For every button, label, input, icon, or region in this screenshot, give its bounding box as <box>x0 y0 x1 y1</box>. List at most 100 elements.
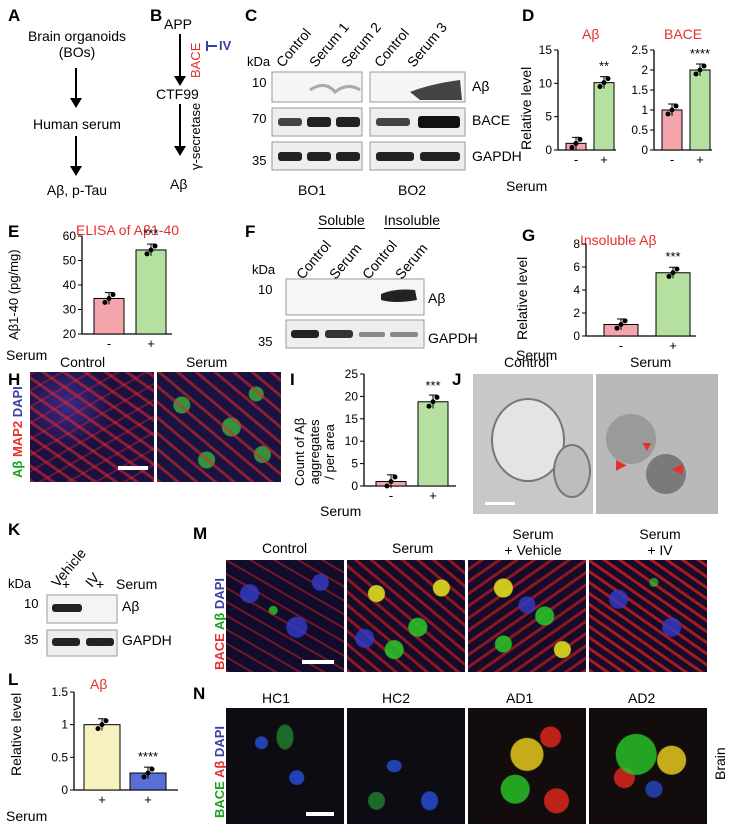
bar <box>655 272 691 337</box>
arrow-down-icon <box>70 68 82 108</box>
micrograph-m-control <box>226 560 344 672</box>
kda-label: kDa <box>8 576 32 591</box>
y-tick-label: 30 <box>63 303 77 317</box>
mw-marker: 35 <box>252 153 267 168</box>
y-tick-label: 1 <box>641 103 648 117</box>
data-point <box>110 292 116 298</box>
data-point <box>95 726 101 732</box>
bar-chart-g: 0 2 4 6 8 - + *** <box>573 237 696 353</box>
lane-label: Control <box>272 25 315 70</box>
band-label: BACE <box>472 112 511 128</box>
stain-blue: DAPI <box>10 386 25 418</box>
chart-title: ELISA of Aβ1-40 <box>76 222 180 238</box>
x-tick-label: - <box>389 488 393 503</box>
stain-blue: DAPI <box>212 578 227 610</box>
y-tick-label: 15 <box>539 43 553 57</box>
lane-label: Serum 3 <box>403 19 451 71</box>
data-point <box>697 67 703 73</box>
micrograph-n-hc2 <box>347 708 465 824</box>
data-point <box>605 76 611 82</box>
arrow-down-icon <box>70 136 82 176</box>
data-point <box>149 766 155 772</box>
panel-label-c: C <box>245 6 258 25</box>
panel-label-l: L <box>8 670 19 689</box>
data-point <box>669 107 675 113</box>
bar <box>83 724 121 791</box>
data-point <box>384 483 390 489</box>
western-blot-c <box>271 71 466 171</box>
chart-title: BACE <box>664 26 703 42</box>
band-label: Aβ <box>472 78 490 94</box>
data-point <box>577 136 583 142</box>
x-tick-label: + <box>144 792 152 806</box>
y-axis-label: Relative level <box>514 256 530 340</box>
data-point <box>573 140 579 146</box>
x-tick-label: + <box>600 152 608 167</box>
app-label: APP <box>164 16 193 32</box>
micrograph-n-hc1 <box>226 708 344 824</box>
flow-text: Brain organoids <box>27 28 127 44</box>
y-tick-label: 4 <box>573 283 580 297</box>
y-tick-label: 10 <box>345 434 359 448</box>
y-tick-label: 0 <box>545 143 552 157</box>
x-tick-label: + <box>98 792 106 806</box>
y-tick-label: 15 <box>345 412 359 426</box>
data-point <box>434 394 440 400</box>
data-point <box>145 770 151 776</box>
arrow-down-icon <box>174 104 186 156</box>
col-label: Serum + Vehicle <box>504 526 562 558</box>
data-point <box>622 318 628 324</box>
x-axis-label: Serum <box>506 178 548 194</box>
data-point <box>614 325 620 331</box>
col-label: Control <box>60 354 106 370</box>
panel-label-a: A <box>8 6 21 25</box>
col-label: AD1 <box>506 690 534 706</box>
data-point <box>665 111 671 117</box>
stain-green: Aβ <box>10 460 25 478</box>
bar-chart-e: 20 30 40 50 60 - + *** <box>63 226 172 351</box>
mw-marker: 10 <box>24 596 39 611</box>
y-tick-label: 0 <box>351 479 358 493</box>
significance-label: *** <box>425 378 440 393</box>
bar <box>417 401 449 487</box>
significance-label: **** <box>690 46 710 61</box>
group-label: BO1 <box>298 182 327 198</box>
col-label: Serum <box>630 354 672 370</box>
em-image-serum: ▶ ▼ ◀ <box>596 374 718 514</box>
stain-red: MAP2 <box>10 420 25 458</box>
data-point <box>103 718 109 724</box>
y-tick-label: 1.5 <box>51 685 68 699</box>
micrograph-m-serum <box>347 560 465 672</box>
band-label: Aβ <box>122 598 140 614</box>
y-tick-label: 50 <box>63 254 77 268</box>
stain-label: Aβ MAP2 DAPI <box>10 386 25 478</box>
micrograph-h-serum <box>157 372 281 482</box>
panel-label-d: D <box>522 6 535 25</box>
em-image-control <box>473 374 593 514</box>
bar <box>593 82 615 151</box>
inhibit-icon <box>206 41 217 51</box>
col-label: AD2 <box>628 690 656 706</box>
y-tick-label: 0 <box>641 143 648 157</box>
y-tick-label: 5 <box>545 110 552 124</box>
y-tick-label: 0.5 <box>631 123 648 137</box>
y-tick-label: 0 <box>573 329 580 343</box>
col-label: Control <box>262 540 308 556</box>
mw-marker: 10 <box>252 75 267 90</box>
data-point <box>693 71 699 77</box>
y-label-line: Count of Aβ <box>292 417 307 486</box>
mw-marker: 10 <box>258 282 273 297</box>
panel-label-b: B <box>150 6 163 25</box>
mw-marker: 35 <box>258 334 273 349</box>
scale-bar <box>302 660 334 664</box>
col-label: Serum <box>392 540 434 556</box>
data-point <box>673 103 679 109</box>
y-tick-label: 2.5 <box>631 43 648 57</box>
band-label: Aβ <box>428 290 446 306</box>
stain-green: Aβ <box>212 612 227 631</box>
panel-label-h: H <box>8 370 21 389</box>
data-point <box>674 266 680 272</box>
x-tick-label: - <box>619 338 623 353</box>
data-point <box>148 247 154 253</box>
band-label: GAPDH <box>428 330 478 346</box>
